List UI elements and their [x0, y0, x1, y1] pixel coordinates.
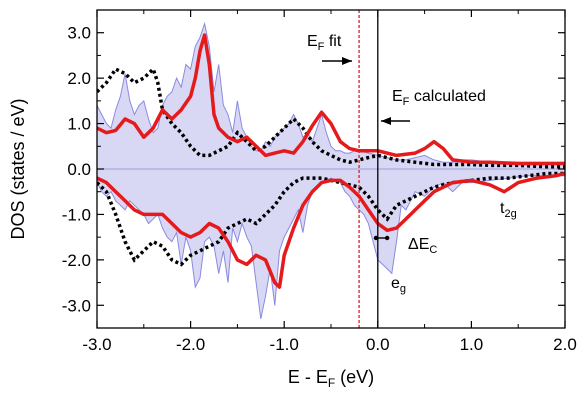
- y-tick-label: 2.0: [67, 69, 91, 88]
- delta-ec-label: ΔEC: [408, 236, 437, 256]
- ef-calculated-arrow-head: [381, 117, 391, 125]
- x-tick-label: 2.0: [553, 335, 577, 354]
- x-tick-label: 0.0: [366, 335, 390, 354]
- dotted-line-spin-up: [97, 65, 565, 169]
- x-tick-label: 1.0: [460, 335, 484, 354]
- x-tick-label: -1.0: [270, 335, 299, 354]
- x-tick-label: -3.0: [82, 335, 111, 354]
- ef-fit-label: EF fit: [307, 33, 342, 53]
- x-tick-label: -2.0: [176, 335, 205, 354]
- delta-ec-dot-left: [373, 235, 379, 241]
- ef-fit-arrow-head: [342, 57, 352, 65]
- y-tick-label: -1.0: [62, 205, 91, 224]
- plot-area: [97, 10, 565, 328]
- delta-ec-dot-right: [384, 235, 390, 241]
- eg-label: eg: [391, 275, 406, 295]
- dotted-line-spin-down: [97, 171, 565, 267]
- ef-calculated-label: EF calculated: [392, 88, 486, 108]
- t2g-label: t2g: [500, 200, 517, 220]
- dos-fill-spin-down: [97, 168, 565, 320]
- y-axis-title: DOS (states / eV): [8, 98, 28, 239]
- y-tick-label: 1.0: [67, 115, 91, 134]
- labels: -3.0 -2.0 -1.0 0.0 1.0 2.0 3.0 2.0 1.0 0.0 -1.0 -2.…: [8, 24, 577, 390]
- axes: [96, 9, 566, 329]
- y-tick-label: 0.0: [67, 160, 91, 179]
- dos-fill-spin-up: [97, 21, 565, 170]
- y-tick-label: -3.0: [62, 296, 91, 315]
- series-group: [97, 10, 565, 328]
- x-axis-title: E - EF (eV): [288, 367, 374, 390]
- y-tick-label: 3.0: [67, 24, 91, 43]
- red-line-spin-up: [97, 33, 565, 166]
- red-line-spin-down: [97, 171, 565, 289]
- y-tick-label: -2.0: [62, 251, 91, 270]
